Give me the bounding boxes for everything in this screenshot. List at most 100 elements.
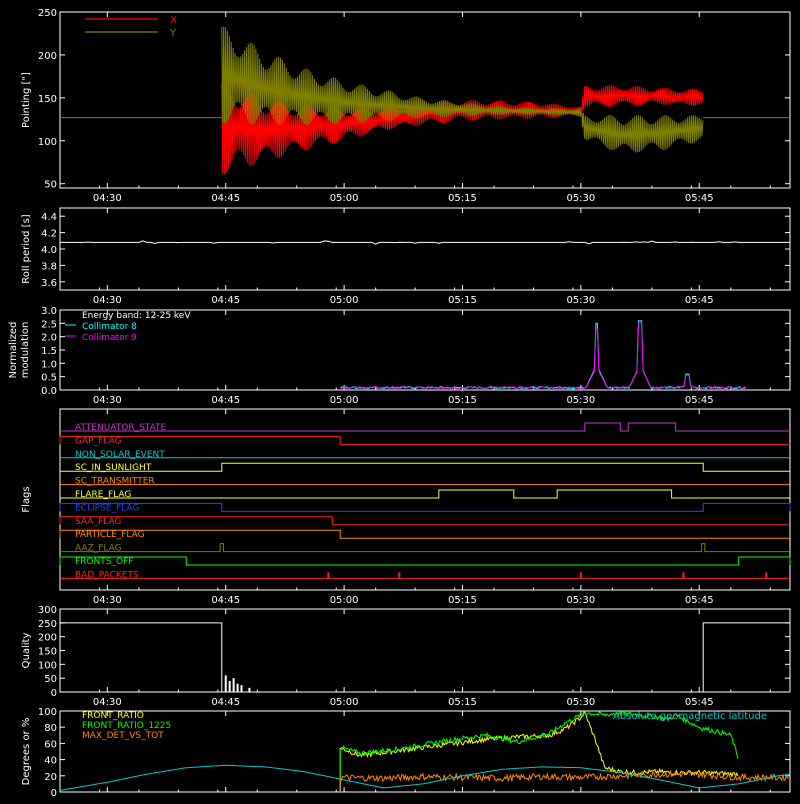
x-tick-label: 04:45 xyxy=(211,697,240,708)
legend-label: Collimator 9 xyxy=(82,333,137,343)
roll-period-line xyxy=(60,240,790,245)
panel-front_ratio: 0 20 40 60 80 100 Degrees or % FRONT_RATIOFRONT… xyxy=(21,707,791,799)
y-tick-label: 4.0 xyxy=(41,245,57,256)
x-tick-label: 04:30 xyxy=(93,697,122,708)
y-tick-label: 200 xyxy=(38,51,57,62)
legend-label: X xyxy=(170,15,177,26)
y-tick-label: 50 xyxy=(44,180,57,191)
x-tick-label: 04:45 xyxy=(211,193,240,204)
x-tick-label: 05:00 xyxy=(330,395,359,406)
panel-roll: 04:3004:4505:0005:1505:3005:4506:003.63.… xyxy=(21,207,791,306)
x-tick-label: 05:45 xyxy=(685,395,714,406)
legend-label: MAX_DET_VS_TOT xyxy=(82,731,164,741)
series-x-line xyxy=(580,84,704,115)
y-axis-label: Flags xyxy=(21,486,32,512)
y-tick-label: 300 xyxy=(38,605,57,616)
y-tick-label: 100 xyxy=(38,660,57,671)
x-tick-label: 04:30 xyxy=(93,193,122,204)
y-tick-label: 100 xyxy=(38,707,57,718)
y-tick-label: 100 xyxy=(38,137,57,148)
flag-label-flare_flag: FLARE_FLAG xyxy=(75,490,131,500)
geomagnetic-latitude-label: Absolute geomagnetic latitude xyxy=(613,711,767,722)
panel-frame xyxy=(59,710,791,793)
y-axis-label: Pointing ["] xyxy=(21,72,32,128)
y-tick-label: 1.5 xyxy=(41,346,57,357)
y-axis-label: Normalizedmodulation xyxy=(8,322,31,379)
panel-frame xyxy=(59,11,791,189)
y-axis-label: Roll period [s] xyxy=(21,214,32,283)
y-tick-label: 0 xyxy=(51,788,57,799)
x-tick-label: 05:00 xyxy=(330,697,359,708)
x-tick-label: 04:45 xyxy=(211,395,240,406)
y-tick-label: 3.8 xyxy=(41,261,57,272)
flag-label-particle_flag: PARTICLE_FLAG xyxy=(75,530,145,540)
x-tick-label: 04:30 xyxy=(93,295,122,306)
panel-flags: 04:3004:4505:0005:1505:3005:4506:00Flags… xyxy=(21,408,791,606)
y-tick-label: 80 xyxy=(44,723,57,734)
series-front-ratio-1225 xyxy=(339,709,739,792)
y-tick-label: 60 xyxy=(44,739,57,750)
flag-line-fronts_off xyxy=(59,556,791,566)
x-tick-label: 04:45 xyxy=(211,295,240,306)
series-x-line xyxy=(221,81,582,175)
x-tick-label: 05:45 xyxy=(685,295,714,306)
x-tick-label: 04:30 xyxy=(93,395,122,406)
y-tick-label: 40 xyxy=(44,756,57,767)
panel-quality: 04:3004:4505:0005:1505:3005:4506:0005010… xyxy=(21,605,791,708)
flag-line-gap_flag xyxy=(59,435,790,445)
legend-label: Y xyxy=(169,28,177,39)
y-tick-label: 4.4 xyxy=(41,212,57,223)
y-axis-label: Degrees or % xyxy=(21,718,32,786)
panel-pointing: 04:3004:4505:0005:1505:3005:4506:0050100… xyxy=(21,8,791,204)
flag-line-eclipse_flag xyxy=(59,502,791,512)
x-tick-label: 05:15 xyxy=(448,193,477,204)
flag-label-eclipse_flag: ECLIPSE_FLAG xyxy=(75,503,139,513)
x-tick-label: 05:30 xyxy=(566,395,595,406)
x-tick-label: 04:30 xyxy=(93,595,122,606)
flag-label-bad_packets: BAD_PACKETS xyxy=(75,570,139,580)
legend-label: Collimator 8 xyxy=(82,322,137,332)
y-tick-label: 3.6 xyxy=(41,278,57,289)
flag-line-sc_in_sunlight xyxy=(60,462,790,472)
y-tick-label: 3.0 xyxy=(41,306,57,317)
quality-line xyxy=(60,622,790,693)
modulation-collimator-9 xyxy=(339,322,746,390)
x-tick-label: 05:15 xyxy=(448,395,477,406)
x-tick-label: 05:45 xyxy=(685,595,714,606)
y-tick-label: 200 xyxy=(38,633,57,644)
panel-modulation: 04:3004:4505:0005:1505:3005:4506:000.00.… xyxy=(8,306,791,406)
y-tick-label: 2.5 xyxy=(41,319,57,330)
legend-label: FRONT_RATIO xyxy=(82,711,144,721)
y-tick-label: 0 xyxy=(51,688,57,699)
flag-label-attenuator_state: ATTENUATOR_STATE xyxy=(75,423,167,433)
y-tick-label: 150 xyxy=(38,94,57,105)
y-tick-label: 4.2 xyxy=(41,229,57,240)
flag-label-non_solar_event: NON_SOLAR_EVENT xyxy=(75,450,165,460)
x-tick-label: 05:00 xyxy=(330,595,359,606)
flag-line-flare_flag xyxy=(60,489,790,499)
series-y-line xyxy=(221,26,704,153)
x-tick-label: 05:30 xyxy=(566,193,595,204)
flag-label-sc_transmitter: SC_TRANSMITTER xyxy=(75,477,155,487)
y-tick-label: 2.0 xyxy=(41,333,57,344)
flag-label-aaz_flag: AAZ_FLAG xyxy=(75,544,122,554)
x-tick-label: 05:15 xyxy=(448,595,477,606)
x-tick-label: 05:30 xyxy=(566,295,595,306)
flag-line-particle_flag xyxy=(59,529,790,539)
legend-label: FRONT_RATIO_1225 xyxy=(82,721,171,731)
y-tick-label: 250 xyxy=(38,619,57,630)
flag-line-saa_flag xyxy=(59,516,790,526)
y-tick-label: 50 xyxy=(44,674,57,685)
x-tick-label: 05:15 xyxy=(448,697,477,708)
x-tick-label: 05:00 xyxy=(330,295,359,306)
flag-line-attenuator_state xyxy=(60,422,790,432)
flag-label-sc_in_sunlight: SC_IN_SUNLIGHT xyxy=(75,463,152,473)
legend-label: Energy band: 12-25 keV xyxy=(82,311,191,321)
x-tick-label: 05:30 xyxy=(566,697,595,708)
y-tick-label: 1.0 xyxy=(41,359,57,370)
y-tick-label: 0.0 xyxy=(41,386,57,397)
x-tick-label: 05:30 xyxy=(566,595,595,606)
series-absolute-geomagnetic-latitude xyxy=(59,764,791,791)
